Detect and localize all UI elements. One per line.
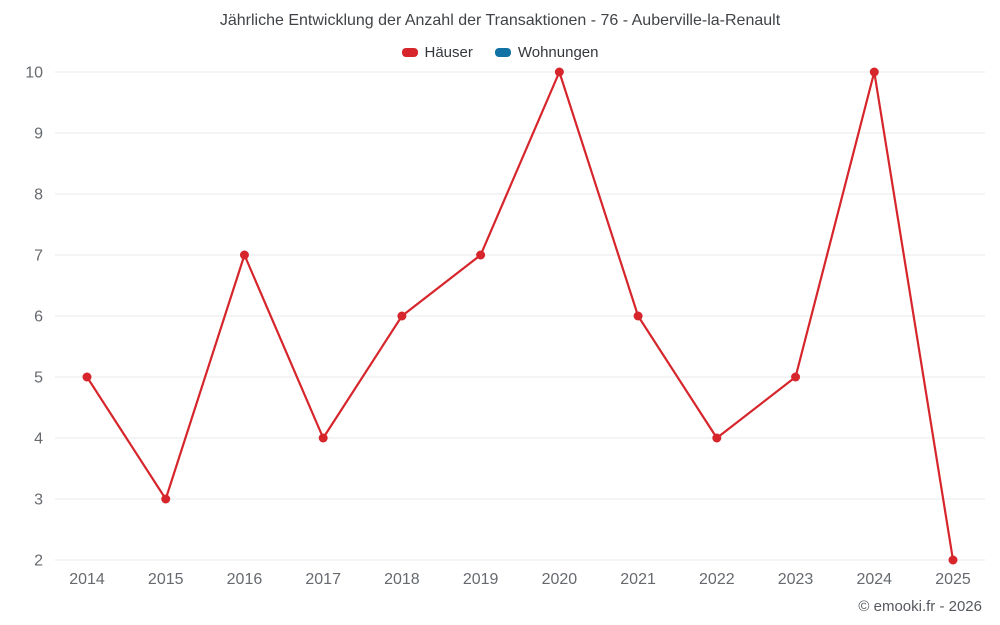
x-tick-label: 2022: [699, 571, 735, 588]
x-tick-label: 2020: [542, 571, 578, 588]
x-tick-label: 2018: [384, 571, 420, 588]
data-point-häuser[interactable]: [869, 67, 879, 77]
y-tick-label: 4: [34, 431, 43, 448]
y-tick-label: 5: [34, 370, 43, 387]
x-tick-label: 2019: [463, 571, 499, 588]
legend-label-wohnungen: Wohnungen: [517, 44, 599, 61]
data-point-häuser[interactable]: [712, 433, 722, 443]
x-tick-label: 2021: [620, 571, 656, 588]
y-tick-label: 7: [34, 248, 43, 265]
series-line-häuser: [85, 70, 955, 562]
footer-credit: © emooki.fr - 2026: [858, 598, 982, 615]
y-tick-label: 10: [25, 65, 43, 82]
legend-label-haeuser: Häuser: [424, 44, 473, 61]
x-tick-label: 2023: [778, 571, 814, 588]
x-tick-label: 2024: [856, 571, 892, 588]
legend-item-haeuser[interactable]: Häuser: [401, 44, 473, 61]
legend-item-wohnungen[interactable]: Wohnungen: [494, 44, 599, 61]
data-point-häuser[interactable]: [554, 67, 564, 77]
x-tick-label: 2014: [69, 571, 105, 588]
data-point-häuser[interactable]: [397, 311, 407, 321]
legend-swatch-wohnungen: [494, 48, 511, 57]
data-point-häuser[interactable]: [161, 494, 171, 504]
y-tick-label: 2: [34, 553, 43, 570]
chart-legend: Häuser Wohnungen: [0, 44, 1000, 61]
y-tick-label: 6: [34, 309, 43, 326]
data-point-häuser[interactable]: [948, 555, 958, 565]
data-point-häuser[interactable]: [633, 311, 643, 321]
data-point-häuser[interactable]: [318, 433, 328, 443]
x-tick-label: 2015: [148, 571, 184, 588]
y-tick-label: 8: [34, 187, 43, 204]
x-tick-label: 2016: [227, 571, 263, 588]
chart-title: Jährliche Entwicklung der Anzahl der Tra…: [219, 12, 781, 29]
legend-swatch-haeuser: [401, 48, 418, 57]
x-tick-label: 2025: [935, 571, 971, 588]
data-point-häuser[interactable]: [476, 250, 486, 260]
y-tick-label: 3: [34, 492, 43, 509]
y-tick-label: 9: [34, 126, 43, 143]
data-point-häuser[interactable]: [791, 372, 801, 382]
x-tick-label: 2017: [305, 571, 341, 588]
data-point-häuser[interactable]: [82, 372, 92, 382]
data-point-häuser[interactable]: [239, 250, 249, 260]
